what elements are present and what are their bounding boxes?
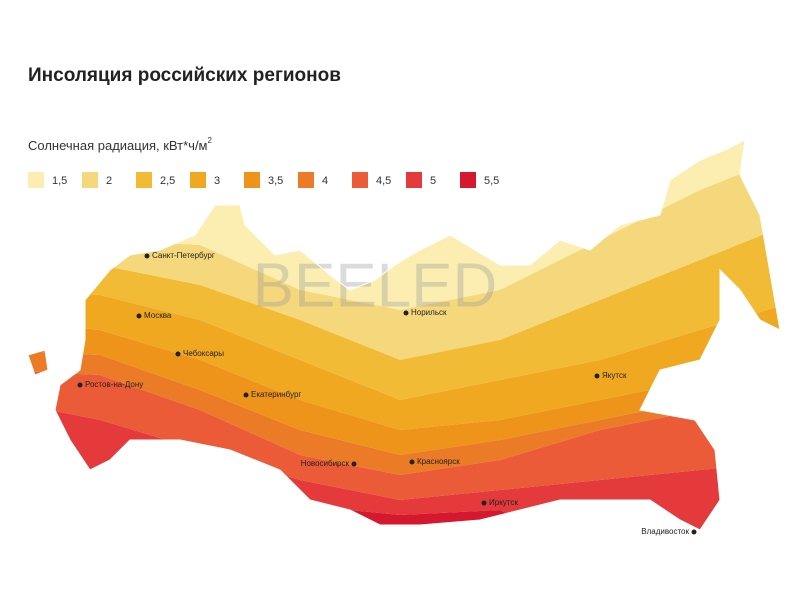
- legend-unit: 2: [208, 136, 213, 145]
- city-dot: [136, 313, 142, 319]
- legend-swatch: [136, 172, 152, 188]
- city-dot: [243, 392, 249, 398]
- watermark: BEELED: [253, 251, 498, 320]
- city-dot: [77, 382, 83, 388]
- city-label: Санкт-Петербург: [152, 251, 215, 260]
- legend-item-label: 4,5: [376, 175, 391, 187]
- legend-item-label: 1,5: [52, 175, 67, 187]
- legend-item-label: 4: [322, 175, 328, 187]
- legend-swatch: [28, 172, 44, 188]
- city-label: Ростов-на-Дону: [85, 380, 143, 389]
- legend-swatch: [298, 172, 314, 188]
- city-label: Якутск: [602, 371, 627, 380]
- city-label: Норильск: [411, 308, 447, 317]
- insolation-zone: [28, 220, 780, 400]
- city-dot: [409, 459, 415, 465]
- title: Инсоляция российских регионов: [28, 65, 341, 86]
- legend-swatch: [406, 172, 422, 188]
- legend-item-label: 5,5: [484, 175, 499, 187]
- city-dot: [351, 461, 357, 467]
- legend-swatch: [352, 172, 368, 188]
- city-label: Москва: [144, 311, 172, 320]
- legend-item-label: 2: [106, 175, 112, 187]
- legend-item-label: 3,5: [268, 175, 283, 187]
- city-label: Новосибирск: [301, 459, 350, 468]
- legend-item-label: 2,5: [160, 175, 175, 187]
- city-label: Владивосток: [641, 527, 689, 536]
- legend-item-label: 5: [430, 175, 436, 187]
- insolation-zone: [28, 370, 780, 500]
- legend-label: Солнечная радиация, кВт*ч/м2: [28, 136, 213, 153]
- legend-swatch: [244, 172, 260, 188]
- city-dot: [175, 351, 181, 357]
- insolation-zone: [28, 290, 780, 430]
- city-dot: [594, 373, 600, 379]
- city-label: Красноярск: [417, 457, 460, 466]
- insolation-zone: [28, 150, 780, 360]
- legend-swatch: [190, 172, 206, 188]
- legend-label-text: Солнечная радиация, кВт*ч/м: [28, 138, 208, 153]
- city-dot: [403, 310, 409, 316]
- legend-swatch: [82, 172, 98, 188]
- city-dot: [691, 529, 697, 535]
- city-label: Иркутск: [489, 498, 518, 507]
- city-label: Чебоксары: [183, 349, 224, 358]
- legend-swatch: [460, 172, 476, 188]
- legend-item-label: 3: [214, 175, 220, 187]
- city-dot: [481, 500, 487, 506]
- city-dot: [144, 253, 150, 259]
- city-label: Екатеринбург: [251, 390, 301, 399]
